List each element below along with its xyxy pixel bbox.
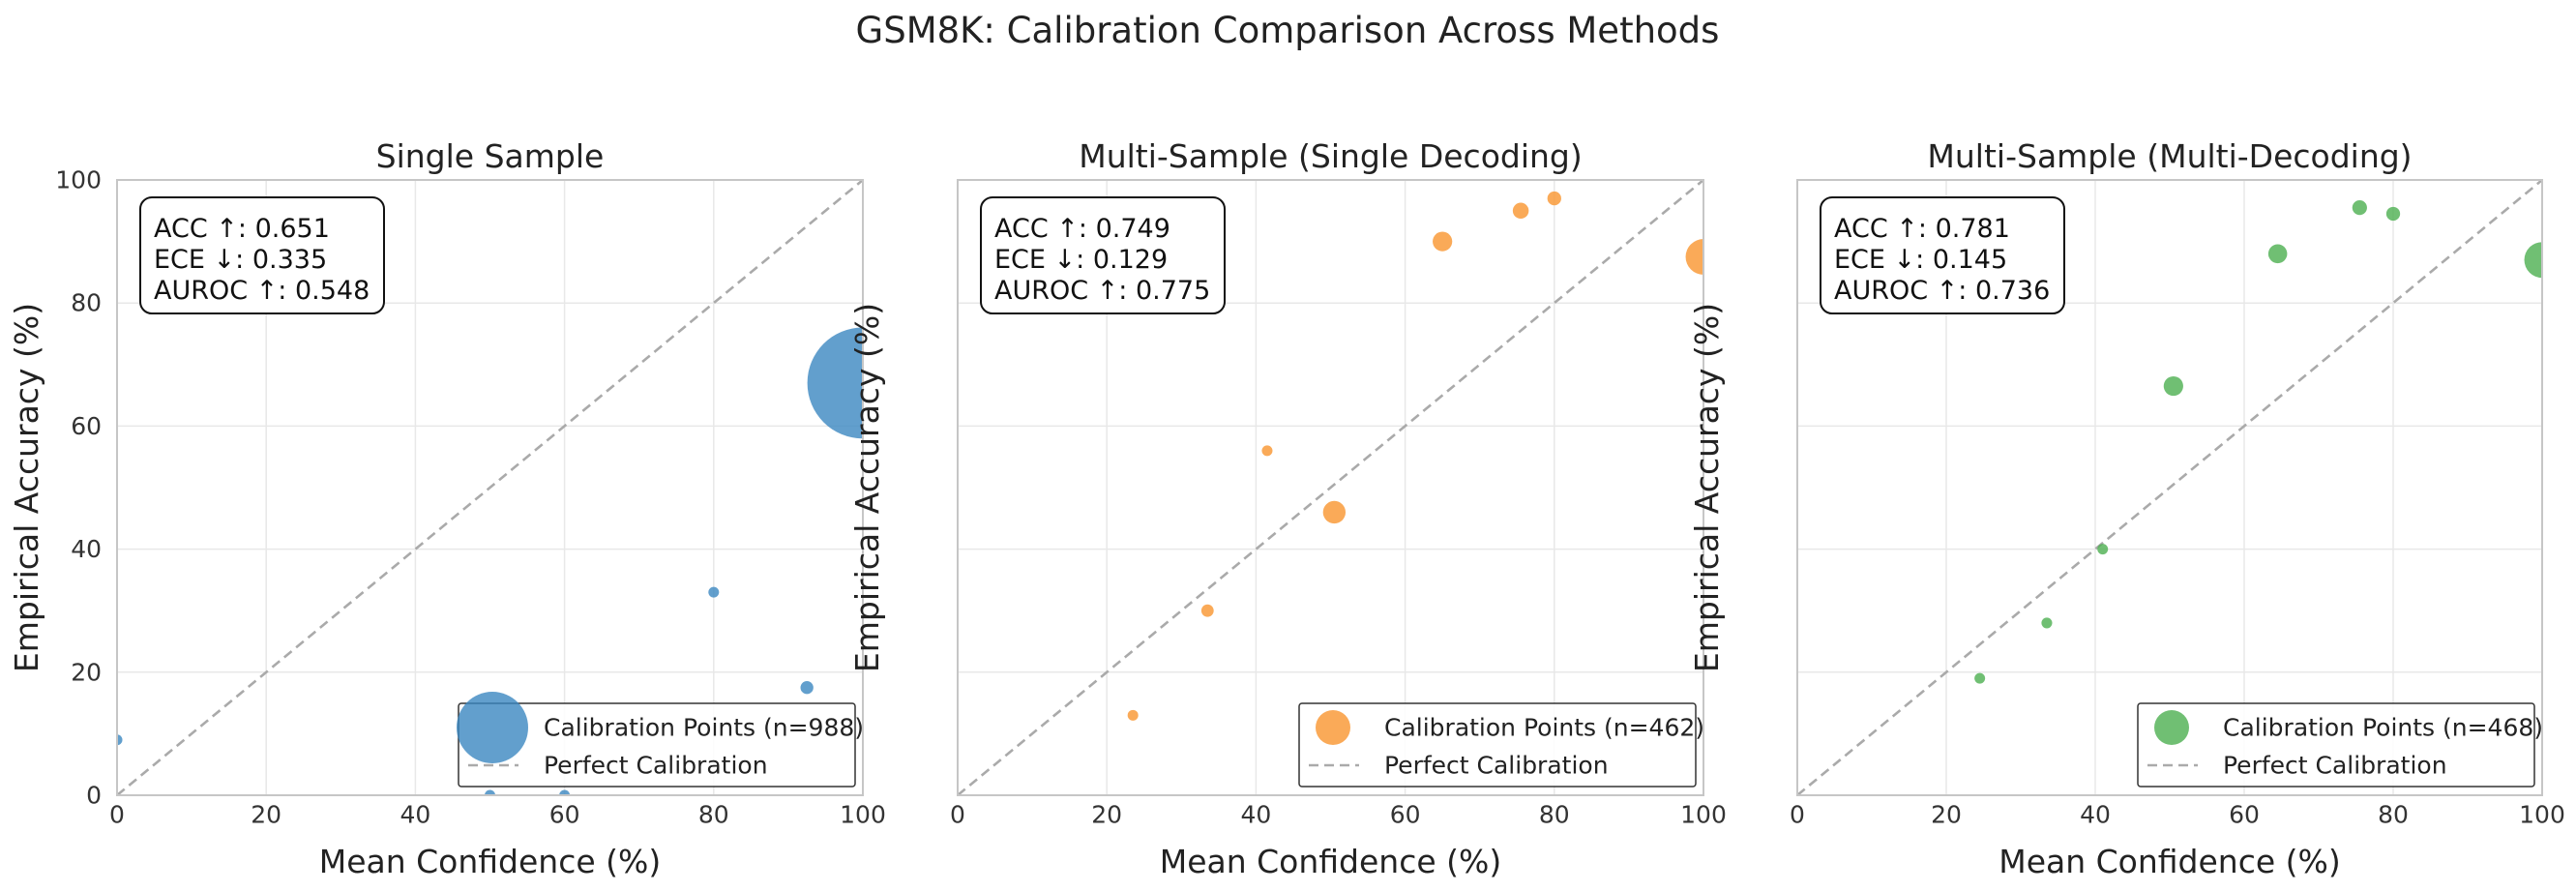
stats-line: ACC ↑: 0.781 <box>1834 214 2010 244</box>
x-tick-label: 0 <box>109 800 125 828</box>
stats-line: ECE ↓: 0.129 <box>994 245 1168 275</box>
calibration-point <box>2524 242 2542 279</box>
panel-3: Multi-Sample (Multi-Decoding) 0 20 40 60 80 10… <box>1688 137 2565 880</box>
calibration-point <box>2163 375 2183 397</box>
x-tick-label: 40 <box>400 800 430 828</box>
stats-line: AUROC ↑: 0.736 <box>1834 276 2050 306</box>
plot-frame <box>116 179 864 796</box>
plot-frame <box>1796 179 2543 796</box>
legend-label-points: Calibration Points (n=468) <box>2223 714 2543 742</box>
x-tick-label: 80 <box>1539 800 1570 828</box>
legend-marker <box>1316 710 1350 745</box>
calibration-point <box>1685 239 1703 275</box>
x-axis-label: Mean Confidence (%) <box>1160 843 1502 880</box>
calibration-point <box>807 327 863 439</box>
calibration-points <box>117 327 863 795</box>
legend-box <box>1298 702 1697 788</box>
y-tick-label: 80 <box>71 289 102 317</box>
calibration-point <box>800 681 814 695</box>
x-tick-label: 100 <box>840 800 886 828</box>
legend-marker <box>2154 710 2189 745</box>
x-tick-label: 60 <box>549 800 580 828</box>
stats-box <box>139 196 385 314</box>
perfect-calibration-line <box>957 178 1704 797</box>
calibration-point <box>2097 544 2109 555</box>
y-tick-label: 40 <box>71 535 102 563</box>
x-tick-label: 80 <box>698 800 729 828</box>
perfect-calibration-line <box>116 178 864 797</box>
y-tick-label: 60 <box>71 412 102 440</box>
calibration-point <box>1322 500 1347 524</box>
calibration-point <box>559 789 571 795</box>
panel-2: Multi-Sample (Single Decoding) 0 20 40 60 80 1… <box>848 137 1727 880</box>
y-axis-label: Empirical Accuracy (%) <box>1688 303 1726 672</box>
plot-frame <box>957 179 1704 796</box>
panel-title: Single Sample <box>376 137 605 175</box>
legend-marker <box>457 692 528 763</box>
stats-box <box>1820 196 2065 314</box>
panel-1: Single Sample 0 20 40 60 80 100 0 20 40 60 80 100 Mea… <box>8 137 886 880</box>
panel-title: Multi-Sample (Single Decoding) <box>1079 137 1583 175</box>
calibration-points <box>1974 200 2542 684</box>
x-tick-label: 100 <box>2519 800 2565 828</box>
stats-line: AUROC ↑: 0.775 <box>994 276 1210 306</box>
stats-line: ECE ↓: 0.335 <box>154 245 327 275</box>
stats-line: ACC ↑: 0.651 <box>154 214 330 244</box>
y-axis-label: Empirical Accuracy (%) <box>848 303 886 672</box>
legend-label-points: Calibration Points (n=988) <box>544 714 864 742</box>
stats-line: ECE ↓: 0.145 <box>1834 245 2007 275</box>
x-tick-label: 40 <box>2080 800 2111 828</box>
figure-title: GSM8K: Calibration Comparison Across Met… <box>856 10 1720 51</box>
calibration-point <box>1261 445 1273 457</box>
x-axis-label: Mean Confidence (%) <box>1999 843 2341 880</box>
legend-label-perfect: Perfect Calibration <box>1384 752 1609 780</box>
legend-box <box>2137 702 2535 788</box>
calibration-point <box>485 789 495 795</box>
panel-title: Multi-Sample (Multi-Decoding) <box>1927 137 2412 175</box>
x-tick-label: 60 <box>1390 800 1421 828</box>
calibration-point <box>117 734 123 746</box>
calibration-point <box>1547 191 1561 206</box>
calibration-point <box>1974 672 1986 684</box>
x-tick-label: 100 <box>1680 800 1727 828</box>
y-tick-label: 100 <box>55 166 102 194</box>
x-tick-label: 0 <box>950 800 965 828</box>
x-axis-label: Mean Confidence (%) <box>319 843 662 880</box>
x-tick-label: 60 <box>2229 800 2260 828</box>
y-axis-label: Empirical Accuracy (%) <box>8 303 45 672</box>
x-tick-label: 20 <box>251 800 281 828</box>
y-tick-label: 0 <box>86 782 102 810</box>
legend-box <box>458 702 856 788</box>
stats-line: ACC ↑: 0.749 <box>994 214 1170 244</box>
stats-box <box>980 196 1226 314</box>
calibration-point <box>2267 244 2288 264</box>
legend-label-perfect: Perfect Calibration <box>544 752 768 780</box>
y-tick-label: 20 <box>71 658 102 686</box>
calibration-point <box>1200 604 1214 617</box>
x-tick-label: 40 <box>1240 800 1271 828</box>
calibration-point <box>2385 206 2401 222</box>
x-tick-label: 0 <box>1790 800 1805 828</box>
calibration-point <box>1127 709 1139 721</box>
legend-label-perfect: Perfect Calibration <box>2223 752 2447 780</box>
calibration-point <box>2352 200 2367 216</box>
legend-label-points: Calibration Points (n=462) <box>1384 714 1704 742</box>
calibration-point <box>1512 202 1529 220</box>
calibration-point <box>1433 231 1453 252</box>
calibration-point <box>708 586 720 598</box>
perfect-calibration-line <box>1796 178 2543 797</box>
x-tick-label: 80 <box>2378 800 2409 828</box>
calibration-points <box>1127 191 1703 721</box>
x-tick-label: 20 <box>1091 800 1122 828</box>
calibration-point <box>2041 617 2053 629</box>
x-tick-label: 20 <box>1931 800 1962 828</box>
stats-line: AUROC ↑: 0.548 <box>154 276 370 306</box>
